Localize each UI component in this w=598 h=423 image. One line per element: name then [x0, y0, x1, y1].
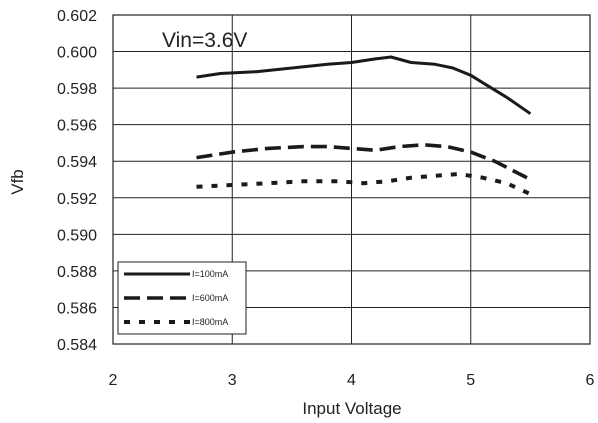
y-tick-label: 0.600: [57, 45, 97, 62]
y-tick-label: 0.584: [57, 337, 97, 354]
y-tick-label: 0.598: [57, 81, 97, 98]
x-tick-label: 2: [109, 372, 118, 389]
x-tick-label: 6: [586, 372, 595, 389]
y-tick-label: 0.602: [57, 8, 97, 25]
y-tick-label: 0.586: [57, 300, 97, 317]
series-group: [196, 55, 532, 196]
x-tick-label: 5: [466, 372, 475, 389]
series-line-1: [196, 55, 532, 115]
y-tick-label: 0.590: [57, 227, 97, 244]
y-tick-label: 0.596: [57, 118, 97, 135]
y-tick-label: 0.588: [57, 264, 97, 281]
plot-frame: [112, 14, 591, 345]
y-tick-label: 0.592: [57, 191, 97, 208]
legend-label: I=600mA: [192, 293, 228, 303]
legend: I=100mA I=600mA I=800mA: [117, 261, 247, 335]
chart-annotation: Vin=3.6V: [162, 29, 247, 52]
x-axis-title: Input Voltage: [302, 399, 401, 418]
legend-label: I=100mA: [192, 269, 228, 279]
x-tick-labels: 2 3 4 5 6: [109, 372, 595, 389]
series-line-2: [196, 143, 532, 182]
y-axis-title: Vfb: [8, 169, 27, 195]
legend-label: I=800mA: [192, 317, 228, 327]
x-tick-label: 3: [228, 372, 237, 389]
y-tick-labels: 0.602 0.600 0.598 0.596 0.594 0.592 0.590 0.588…: [57, 8, 97, 354]
x-tick-label: 4: [347, 372, 356, 389]
y-tick-label: 0.594: [57, 154, 97, 171]
series-line-3: [196, 172, 532, 196]
